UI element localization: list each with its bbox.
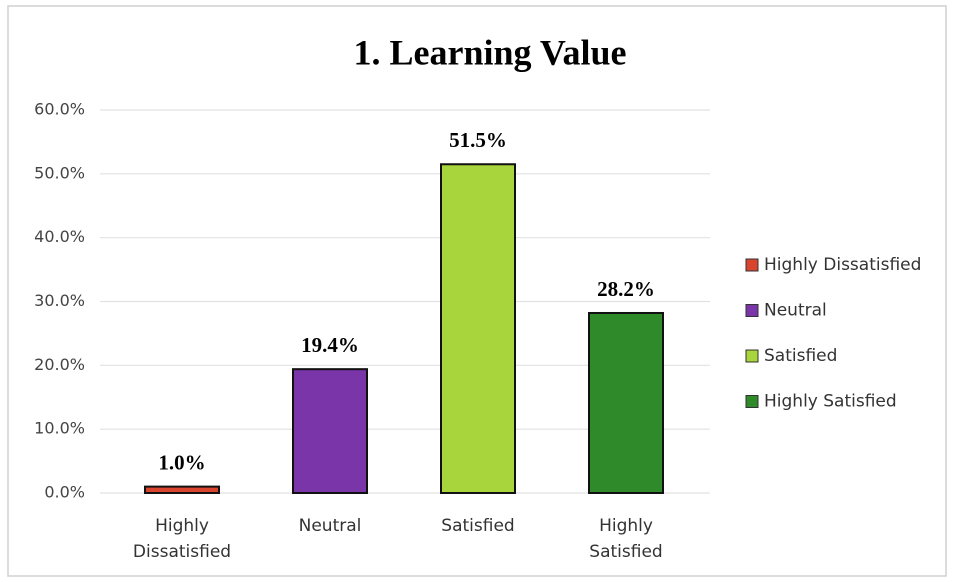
x-tick-label: Highly Dissatisfied bbox=[132, 516, 232, 562]
bar bbox=[144, 485, 220, 495]
value-label: 1.0% bbox=[158, 450, 205, 474]
x-tick-label: Neutral bbox=[298, 516, 362, 536]
legend-swatch bbox=[745, 258, 759, 272]
bar bbox=[588, 311, 664, 494]
legend-swatch bbox=[745, 395, 759, 408]
y-tick-label: 10.0% bbox=[34, 419, 85, 438]
x-tick-label: Highly Satisfied bbox=[589, 516, 663, 562]
y-tick-label: 20.0% bbox=[34, 355, 85, 374]
bar bbox=[440, 163, 516, 494]
legend-label: Highly Satisfied bbox=[764, 392, 897, 412]
legend-swatch bbox=[745, 304, 759, 317]
y-tick-label: 30.0% bbox=[34, 291, 85, 310]
legend-swatch bbox=[745, 349, 759, 363]
value-label: 19.4% bbox=[301, 333, 359, 357]
legend-label: Highly Dissatisfied bbox=[764, 255, 921, 275]
value-label: 28.2% bbox=[597, 277, 655, 301]
y-tick-label: 0.0% bbox=[44, 483, 85, 502]
y-tick-label: 60.0% bbox=[34, 100, 85, 119]
legend-label: Neutral bbox=[764, 301, 827, 321]
legend-label: Satisfied bbox=[764, 346, 837, 366]
chart-title: 1. Learning Value bbox=[353, 32, 626, 72]
y-tick-label: 40.0% bbox=[34, 227, 85, 246]
bar bbox=[292, 368, 368, 494]
y-tick-label: 50.0% bbox=[34, 163, 85, 182]
x-tick-label: Satisfied bbox=[441, 516, 515, 536]
value-label: 51.5% bbox=[449, 128, 507, 152]
